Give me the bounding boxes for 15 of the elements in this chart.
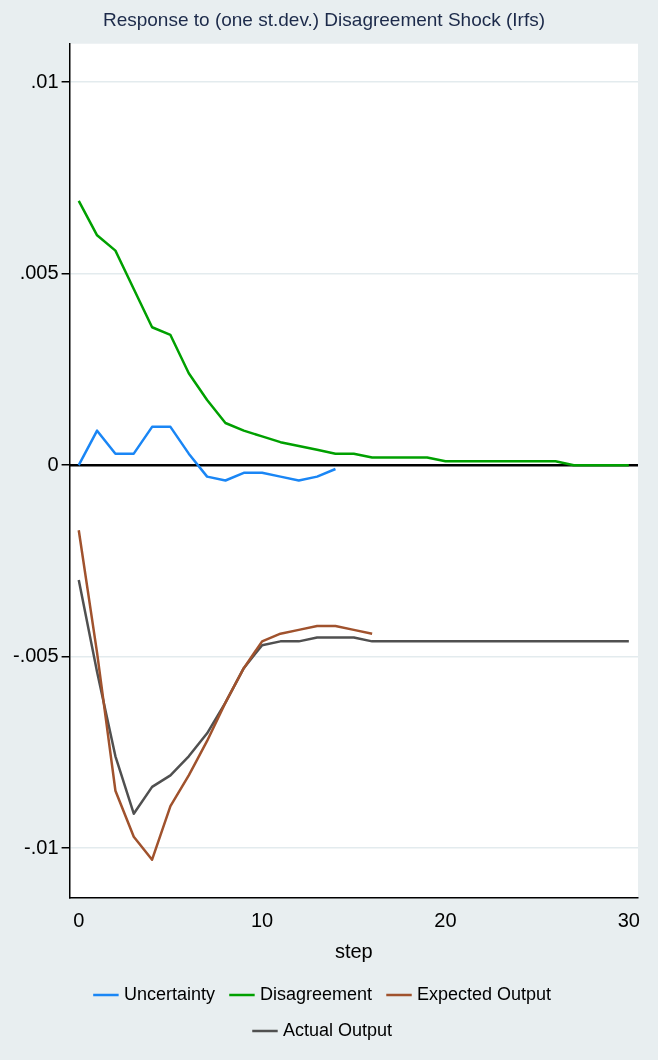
- y-tick-label: 0: [47, 452, 59, 475]
- y-tick-label: .005: [19, 261, 59, 284]
- y-tick-label: -.005: [12, 644, 59, 667]
- x-tick-label: 30: [617, 908, 640, 931]
- y-tick-label: -.01: [24, 835, 59, 858]
- y-tick-label: .01: [30, 69, 59, 92]
- x-tick-label: 20: [434, 908, 457, 931]
- x-tick-label: 0: [73, 908, 85, 931]
- legend-label: Expected Output: [417, 983, 552, 1004]
- legend-label: Uncertainty: [123, 983, 215, 1004]
- legend-label: Disagreement: [259, 983, 373, 1004]
- chart-title: Response to (one st.dev.) Disagreement Shock (Irfs): [102, 8, 546, 30]
- legend-label: Actual Output: [282, 1019, 393, 1040]
- x-tick-label: 10: [250, 908, 274, 931]
- x-axis-title: step: [334, 939, 373, 962]
